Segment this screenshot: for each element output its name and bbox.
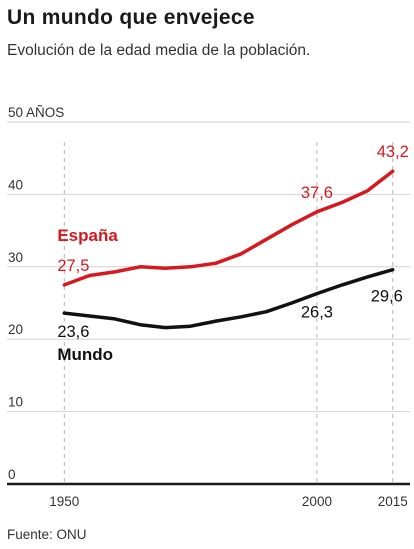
x-tick-label-2015: 2015	[378, 494, 408, 509]
y-tick-label-30: 30	[8, 250, 23, 265]
series-line-espana	[62, 169, 395, 287]
data-label-mundo-2000: 26,3	[301, 304, 333, 322]
chart-subtitle: Evolución de la edad media de la poblaci…	[7, 42, 311, 59]
data-label-mundo-1950: 23,6	[57, 323, 89, 341]
data-label-espana-2015: 43,2	[377, 143, 409, 161]
x-tick-label-2000: 2000	[302, 494, 332, 509]
series-name-mundo: Mundo	[57, 345, 113, 364]
y-tick-label-40: 40	[8, 177, 23, 192]
series-line-mundo	[62, 267, 395, 330]
chart-source: Fuente: ONU	[7, 527, 87, 542]
data-label-espana-2000: 37,6	[301, 184, 333, 202]
series-layer	[62, 169, 395, 330]
label-layer: 27,5 37,6 43,2 España 23,6 26,3 29,6 Mundo	[57, 143, 409, 364]
x-tick-label-1950: 1950	[49, 494, 79, 509]
chart-title: Un mundo que envejece	[7, 6, 255, 29]
series-name-espana: España	[57, 226, 118, 245]
y-tick-label-20: 20	[8, 322, 23, 337]
grid-layer: 0 10 20 30 40 50 AÑOS	[7, 105, 410, 486]
y-tick-label-50: 50 AÑOS	[8, 105, 64, 120]
data-label-mundo-2015: 29,6	[371, 288, 403, 306]
y-tick-label-0: 0	[8, 467, 16, 482]
data-label-espana-1950: 27,5	[57, 257, 89, 275]
y-tick-label-10: 10	[8, 395, 23, 410]
